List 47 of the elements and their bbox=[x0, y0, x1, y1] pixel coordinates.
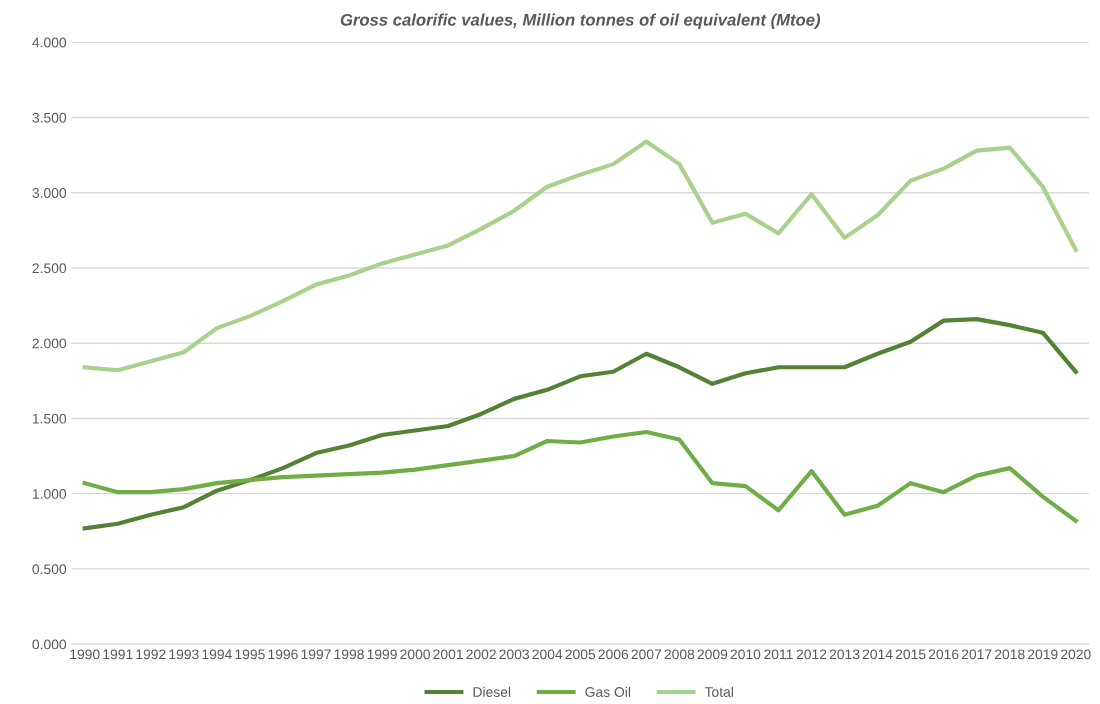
line-series bbox=[82, 139, 1078, 373]
y-tick-label: 4.000 bbox=[32, 37, 67, 48]
x-tick-label: 2007 bbox=[631, 649, 662, 660]
y-tick-label: 0.500 bbox=[32, 564, 67, 575]
x-tick-label: 2011 bbox=[764, 649, 793, 660]
x-tick-label: 1990 bbox=[70, 649, 100, 660]
x-tick-label: 2005 bbox=[565, 649, 596, 660]
y-tick-label: 2.500 bbox=[32, 263, 67, 274]
x-tick-label: 1997 bbox=[301, 649, 331, 660]
x-tick-label: 2015 bbox=[895, 649, 926, 660]
x-tick-label: 2010 bbox=[730, 649, 761, 660]
y-tick-label: 2.000 bbox=[32, 338, 67, 349]
legend-label: Gas Oil bbox=[585, 686, 631, 697]
x-tick-label: 2001 bbox=[433, 649, 463, 660]
x-tick-label: 2017 bbox=[961, 649, 992, 660]
x-tick-label: 1993 bbox=[169, 649, 199, 660]
x-tick-label: 1998 bbox=[334, 649, 364, 660]
chart-title: Gross calorific values, Million tonnes of oil equivalent (Mtoe) bbox=[340, 13, 821, 30]
x-tick-label: 2014 bbox=[862, 649, 893, 660]
x-tick-label: 1992 bbox=[136, 649, 166, 660]
y-tick-label: 1.500 bbox=[32, 413, 67, 424]
x-tick-label: 2006 bbox=[598, 649, 629, 660]
x-tick-label: 1996 bbox=[268, 649, 298, 660]
x-tick-label: 1995 bbox=[235, 649, 265, 660]
x-tick-label: 1994 bbox=[202, 649, 232, 660]
x-tick-label: 2008 bbox=[664, 649, 695, 660]
line-series bbox=[82, 429, 1078, 523]
y-tick-label: 3.000 bbox=[32, 188, 67, 198]
x-tick-label: 2004 bbox=[532, 649, 563, 660]
x-tick-label: 1999 bbox=[367, 649, 397, 660]
x-tick-label: 2000 bbox=[400, 649, 430, 660]
y-tick-label: 3.500 bbox=[32, 112, 67, 123]
x-tick-label: 2003 bbox=[499, 649, 530, 660]
x-tick-label: 1991 bbox=[103, 649, 133, 660]
x-tick-label: 2012 bbox=[796, 649, 827, 660]
y-tick-label: 1.000 bbox=[32, 489, 67, 499]
x-tick-label: 2018 bbox=[994, 649, 1025, 660]
x-tick-label: 2020 bbox=[1061, 649, 1091, 660]
y-tick-label: 0.000 bbox=[32, 639, 67, 650]
x-tick-label: 2013 bbox=[829, 649, 860, 660]
legend-label: Diesel bbox=[473, 686, 511, 697]
legend-label: Total bbox=[704, 686, 733, 697]
x-tick-label: 2002 bbox=[466, 649, 496, 660]
x-tick-label: 2016 bbox=[928, 649, 959, 660]
line-series bbox=[82, 317, 1078, 531]
x-tick-label: 2019 bbox=[1028, 649, 1058, 660]
x-tick-label: 2009 bbox=[697, 649, 728, 660]
